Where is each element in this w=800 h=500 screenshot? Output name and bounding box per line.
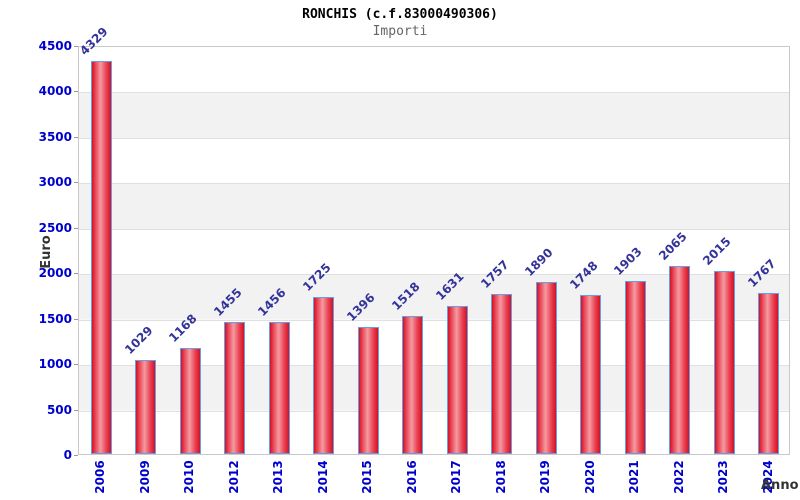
gridline — [79, 365, 789, 367]
x-tick-label: 2019 — [538, 460, 553, 494]
y-tick-label: 1000 — [38, 357, 72, 372]
gridline — [79, 228, 789, 230]
x-tick-label: 2014 — [315, 460, 330, 494]
gridline — [79, 183, 789, 185]
y-tick-mark — [74, 364, 78, 366]
bar — [357, 327, 379, 454]
gridline — [79, 274, 789, 276]
y-tick-label: 500 — [46, 402, 72, 417]
bar-value-label: 2015 — [700, 234, 734, 268]
gridline — [79, 92, 789, 94]
gridline — [79, 137, 789, 139]
x-tick-label: 2018 — [493, 460, 508, 494]
x-tick-label: 2012 — [226, 460, 241, 494]
bar — [491, 294, 513, 454]
bar-value-label: 1455 — [210, 285, 245, 319]
bar — [135, 360, 157, 454]
bar — [580, 295, 602, 454]
bar — [758, 293, 780, 454]
y-tick-mark — [74, 409, 78, 411]
x-tick-label: 2021 — [627, 460, 642, 494]
x-tick-label: 2015 — [360, 460, 375, 494]
chart-subtitle: Importi — [372, 24, 428, 39]
bar — [179, 348, 201, 454]
bar-value-label: 1903 — [611, 244, 645, 278]
x-tick-label: 2023 — [716, 460, 731, 494]
bar-value-label: 1725 — [299, 260, 334, 294]
y-tick-label: 4000 — [38, 84, 72, 99]
y-tick-label: 2000 — [38, 266, 72, 281]
bar — [90, 61, 112, 454]
y-tick-mark — [74, 182, 78, 184]
y-tick-label: 3500 — [38, 129, 72, 144]
y-tick-mark — [74, 46, 78, 47]
y-tick-mark — [74, 91, 78, 93]
bar — [713, 271, 735, 454]
y-tick-label: 4500 — [38, 39, 72, 53]
bar — [669, 266, 691, 454]
bar — [535, 282, 557, 454]
bar-value-label: 1518 — [388, 279, 423, 313]
y-tick-label: 3000 — [38, 175, 72, 190]
bar-value-label: 2065 — [655, 229, 690, 263]
bar — [402, 316, 424, 454]
bar-value-label: 1748 — [566, 258, 601, 292]
y-tick-mark — [74, 227, 78, 229]
y-tick-label: 0 — [63, 448, 72, 462]
y-tick-mark — [74, 318, 78, 320]
x-tick-label: 2016 — [404, 460, 419, 494]
x-tick-label: 2013 — [271, 460, 286, 494]
x-tick-label: 2020 — [582, 460, 597, 494]
bar — [224, 322, 246, 454]
x-tick-label: 2022 — [671, 460, 686, 494]
gridline — [79, 319, 789, 321]
x-tick-label: 2009 — [137, 460, 152, 494]
y-tick-label: 2500 — [38, 220, 72, 235]
plot-area: 4329 1029 1168 1455 1456 1725 1396 1518 1631 1757… — [77, 24, 790, 455]
gridline — [79, 410, 789, 412]
y-tick-label: 1500 — [38, 311, 72, 326]
bar — [624, 281, 646, 454]
x-tick-label: 2017 — [449, 460, 464, 494]
x-tick-label: 2010 — [182, 460, 197, 494]
bar-value-label: 1168 — [166, 311, 200, 345]
x-axis-title: Anno — [761, 478, 799, 493]
bar-value-label: 1029 — [121, 323, 156, 357]
y-tick-mark — [74, 136, 78, 138]
y-tick-mark — [74, 273, 78, 275]
chart-title: RONCHIS (c.f.83000490306) — [302, 7, 498, 22]
x-tick-label: 2006 — [93, 460, 108, 494]
bar — [446, 306, 468, 454]
y-tick-mark — [74, 455, 78, 456]
bar — [268, 322, 290, 454]
bar-value-label: 1456 — [255, 285, 289, 319]
bar — [313, 297, 335, 454]
